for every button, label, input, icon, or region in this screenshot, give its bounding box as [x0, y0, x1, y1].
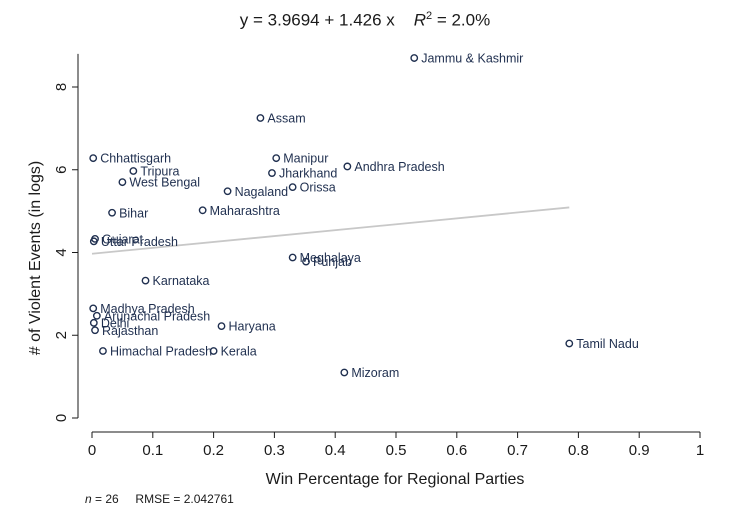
n-value: = 26	[95, 492, 119, 506]
fit-line-layer	[91, 206, 570, 255]
point-label-west-bengal: West Bengal	[129, 176, 200, 190]
x-tick-label: 0.5	[386, 442, 407, 459]
x-tick-label: 0	[88, 442, 96, 459]
footnote: n = 26 RMSE = 2.042761	[85, 492, 234, 506]
regression-equation: y = 3.9694 + 1.426 x	[239, 10, 395, 30]
point-mizoram	[340, 368, 349, 377]
point-label-delhi: Delhi	[101, 316, 130, 330]
y-tick-label: 4	[53, 248, 70, 256]
point-label-tamil-nadu: Tamil Nadu	[576, 337, 639, 351]
point-label-punjab: Punjab	[313, 255, 352, 269]
point-tripura	[129, 167, 138, 175]
x-tick-label: 0.7	[507, 442, 528, 459]
point-label-haryana: Haryana	[229, 320, 276, 334]
chart-title: y = 3.9694 + 1.426 x R2 = 2.0%	[239, 10, 491, 30]
point-label-meghalaya: Meghalaya	[300, 251, 361, 265]
y-tick-label: 6	[53, 166, 70, 174]
point-assam	[256, 114, 265, 122]
point-label-karnataka: Karnataka	[153, 274, 210, 288]
point-label-jharkhand: Jharkhand	[279, 167, 337, 181]
point-uttar-pradesh	[89, 237, 98, 246]
point-label-assam: Assam	[267, 112, 305, 126]
x-tick-label: 0.6	[446, 442, 467, 459]
point-tamil-nadu	[565, 339, 574, 348]
point-nagaland	[223, 187, 232, 196]
r-squared-symbol: R	[413, 10, 426, 30]
x-tick-label: 0.3	[264, 442, 285, 459]
point-chhattisgarh	[89, 154, 98, 163]
point-karnataka	[141, 276, 150, 285]
point-himachal-pradesh	[99, 347, 107, 355]
point-manipur	[272, 154, 281, 163]
point-label-madhya-pradesh: Madhya Pradesh	[100, 302, 195, 316]
point-west-bengal	[118, 178, 127, 187]
point-label-maharashtra: Maharashtra	[210, 204, 280, 218]
x-tick-label: 0.4	[325, 442, 346, 459]
x-tick-label: 0.9	[629, 442, 650, 459]
points-layer: Jammu & Kashmir Assam Chhattisgarh Manipur A…	[89, 52, 639, 380]
point-label-bihar: Bihar	[119, 206, 148, 220]
r-squared-value: = 2.0%	[436, 10, 491, 30]
point-andhra-pradesh	[343, 162, 352, 171]
point-label-andhra-pradesh: Andhra Pradesh	[354, 160, 444, 174]
point-label-manipur: Manipur	[283, 152, 328, 166]
point-label-tripura: Tripura	[140, 164, 179, 178]
point-label-mizoram: Mizoram	[351, 366, 399, 380]
y-tick-label: 8	[53, 83, 70, 91]
point-haryana	[217, 322, 226, 331]
point-label-jammu-kashmir: Jammu & Kashmir	[421, 52, 523, 66]
y-tick-label: 2	[53, 331, 70, 339]
point-maharashtra	[198, 206, 207, 215]
point-label-chhattisgarh: Chhattisgarh	[100, 152, 171, 166]
point-punjab	[302, 257, 310, 266]
point-label-uttar-pradesh: Uttar Pradesh	[101, 235, 178, 249]
point-madhya-pradesh	[89, 304, 98, 313]
x-tick-label: 0.1	[142, 442, 163, 459]
point-delhi	[89, 318, 98, 327]
point-label-gujarat: Gujarat	[102, 232, 144, 246]
y-axis-title: # of Violent Events (in logs)	[27, 161, 44, 355]
x-axis-title: Win Percentage for Regional Parties	[266, 471, 525, 488]
n-symbol: n	[85, 492, 92, 506]
point-label-himachal-pradesh: Himachal Pradesh	[110, 344, 212, 358]
x-tick-label: 1	[696, 442, 704, 459]
point-label-orissa: Orissa	[300, 181, 336, 195]
rmse-value: RMSE = 2.042761	[135, 492, 234, 506]
fit-line	[91, 206, 570, 255]
point-rajasthan	[91, 326, 99, 335]
axes: 0 0.1 0.2 0.3 0.4 0.5 0.6 0.7 0.8 0.9 1 0 2 4 6 8	[53, 53, 704, 459]
y-tick-label: 0	[53, 414, 70, 422]
point-kerala	[209, 347, 218, 355]
x-tick-label: 0.8	[568, 442, 589, 459]
point-orissa	[288, 183, 297, 192]
point-bihar	[108, 208, 116, 217]
point-label-arunachal-pradesh: Arunachal Pradesh	[104, 309, 210, 323]
point-meghalaya	[288, 253, 297, 262]
point-jharkhand	[268, 169, 276, 177]
point-label-rajasthan: Rajasthan	[102, 324, 158, 338]
point-jammu-kashmir	[410, 54, 419, 62]
point-label-kerala: Kerala	[221, 344, 257, 358]
point-label-nagaland: Nagaland	[235, 185, 289, 199]
point-arunachal-pradesh	[92, 311, 101, 320]
x-tick-label: 0.2	[203, 442, 224, 459]
